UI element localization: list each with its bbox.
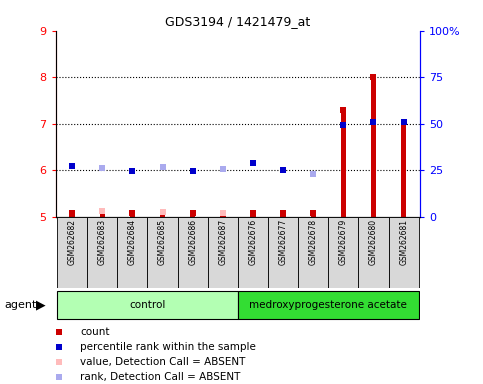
Bar bbox=[250, 213, 256, 217]
Text: agent: agent bbox=[5, 300, 37, 310]
Bar bbox=[208, 217, 238, 288]
Bar bbox=[160, 213, 165, 217]
Text: GSM262678: GSM262678 bbox=[309, 219, 318, 265]
Text: GSM262684: GSM262684 bbox=[128, 219, 137, 265]
Text: GSM262679: GSM262679 bbox=[339, 219, 348, 265]
Bar bbox=[328, 217, 358, 288]
Bar bbox=[190, 213, 196, 217]
Text: ▶: ▶ bbox=[36, 299, 46, 312]
Text: GSM262686: GSM262686 bbox=[188, 219, 197, 265]
Text: GSM262685: GSM262685 bbox=[158, 219, 167, 265]
Bar bbox=[220, 213, 226, 217]
Bar bbox=[371, 77, 376, 217]
Text: count: count bbox=[80, 327, 109, 337]
Bar bbox=[238, 291, 419, 319]
Text: medroxyprogesterone acetate: medroxyprogesterone acetate bbox=[249, 300, 407, 310]
Text: GSM262681: GSM262681 bbox=[399, 219, 408, 265]
Bar bbox=[238, 217, 268, 288]
Bar bbox=[129, 213, 135, 217]
Bar bbox=[57, 291, 238, 319]
Bar bbox=[388, 217, 419, 288]
Bar bbox=[117, 217, 147, 288]
Bar bbox=[280, 213, 286, 217]
Bar bbox=[401, 121, 406, 217]
Bar bbox=[341, 110, 346, 217]
Bar bbox=[268, 217, 298, 288]
Bar bbox=[298, 217, 328, 288]
Text: GSM262682: GSM262682 bbox=[68, 219, 77, 265]
Text: control: control bbox=[129, 300, 166, 310]
Bar bbox=[57, 217, 87, 288]
Text: GSM262677: GSM262677 bbox=[279, 219, 287, 265]
Bar bbox=[358, 217, 388, 288]
Text: GSM262683: GSM262683 bbox=[98, 219, 107, 265]
Bar bbox=[87, 217, 117, 288]
Bar bbox=[147, 217, 178, 288]
Bar bbox=[99, 213, 105, 217]
Text: GSM262676: GSM262676 bbox=[248, 219, 257, 265]
Bar bbox=[311, 213, 316, 217]
Text: GSM262680: GSM262680 bbox=[369, 219, 378, 265]
Bar bbox=[70, 213, 75, 217]
Title: GDS3194 / 1421479_at: GDS3194 / 1421479_at bbox=[165, 15, 311, 28]
Text: GSM262687: GSM262687 bbox=[218, 219, 227, 265]
Text: value, Detection Call = ABSENT: value, Detection Call = ABSENT bbox=[80, 357, 245, 367]
Text: rank, Detection Call = ABSENT: rank, Detection Call = ABSENT bbox=[80, 372, 240, 382]
Bar bbox=[178, 217, 208, 288]
Text: percentile rank within the sample: percentile rank within the sample bbox=[80, 342, 256, 352]
